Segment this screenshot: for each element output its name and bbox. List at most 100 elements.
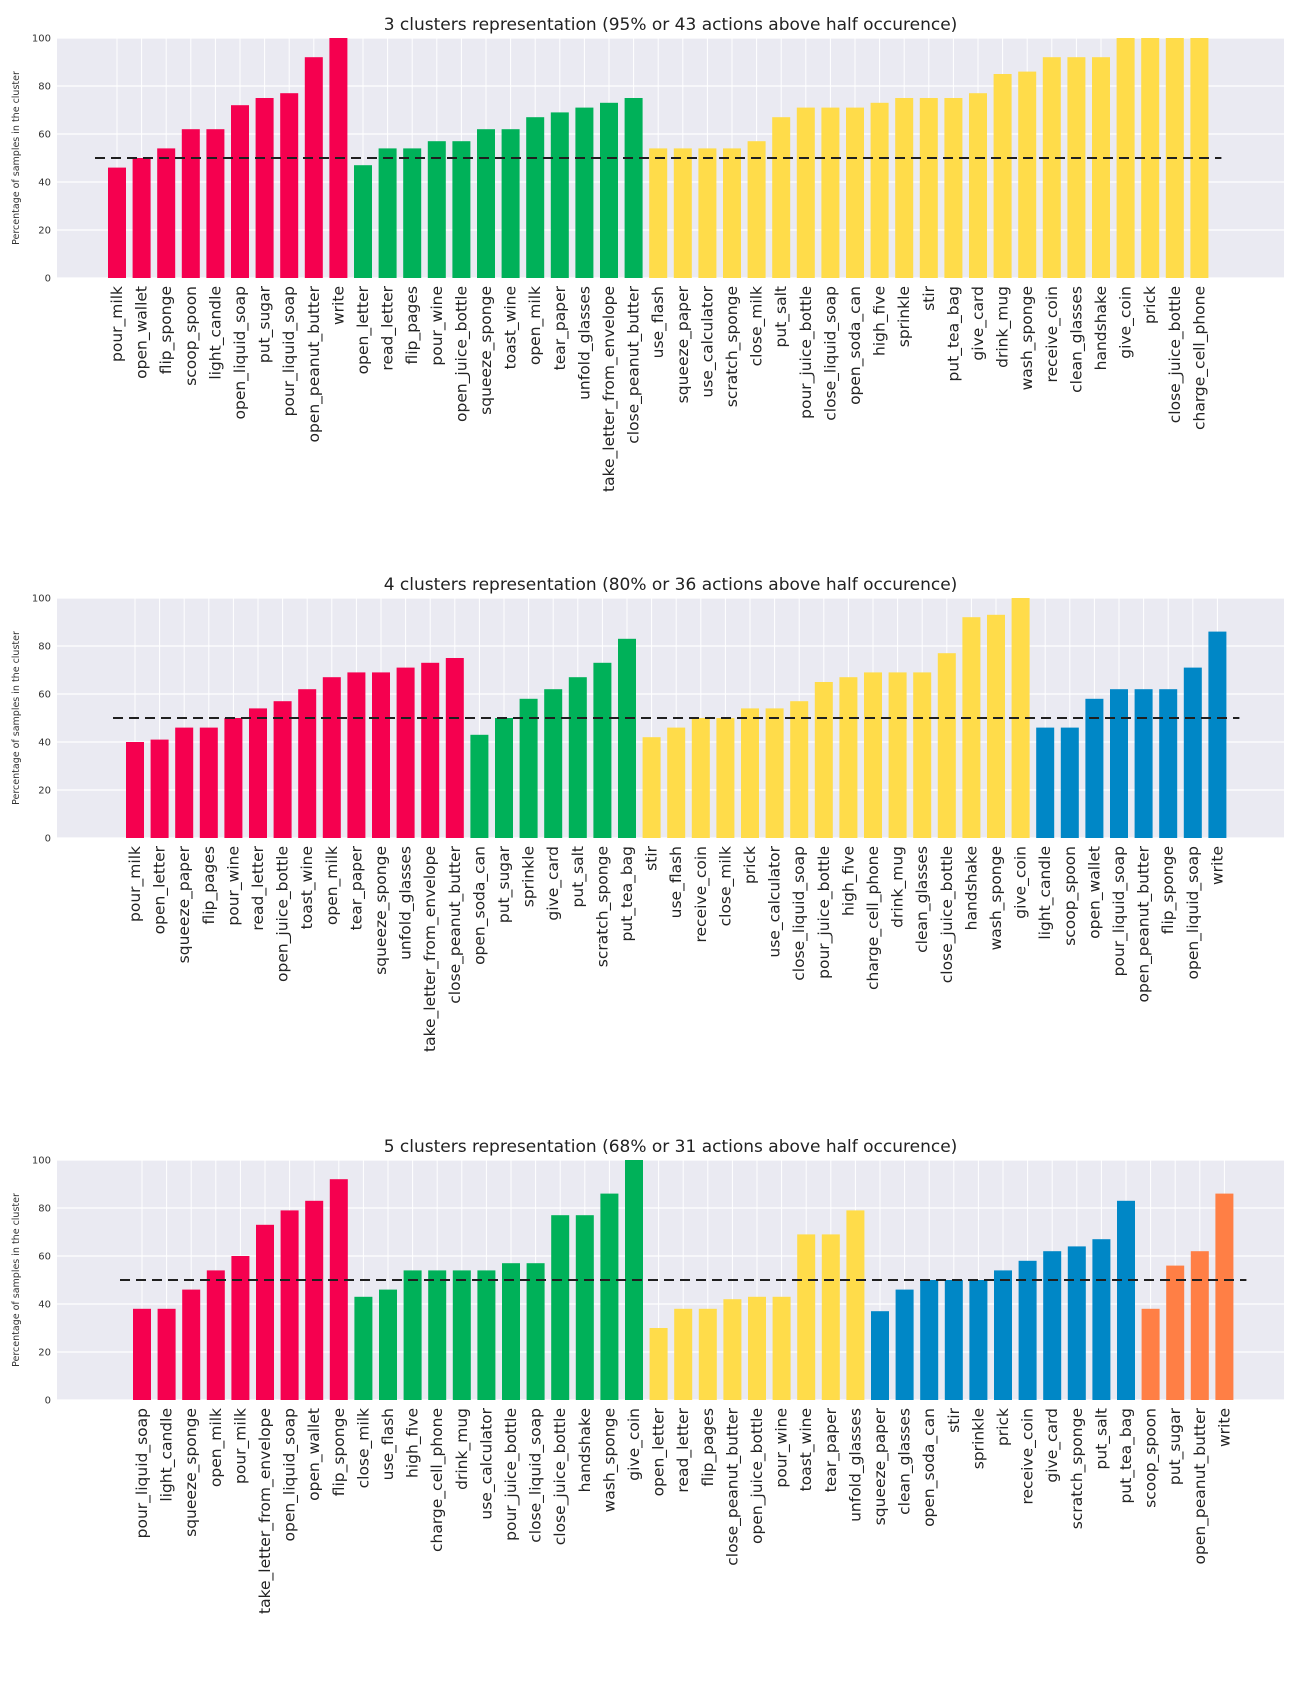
bar-prick (741, 708, 759, 838)
bar-drink_mug (993, 74, 1012, 278)
bar-sprinkle (519, 698, 538, 838)
x-tick-label: use_flash (667, 846, 686, 918)
bar-close_liquid_soap (821, 107, 840, 278)
bar-flip_sponge (1159, 689, 1178, 838)
x-tick-label: flip_pages (200, 846, 219, 924)
x-tick-label: write (329, 286, 347, 325)
x-tick-label: drink_mug (994, 286, 1013, 368)
chart-3: 0 20 40 60 80 100 5 clusters representation (6… (11, 1137, 1284, 1614)
bar-pour_milk (231, 1256, 250, 1400)
bar-squeeze_paper (175, 727, 194, 838)
bar-stir (944, 1280, 963, 1400)
bar-read_letter (378, 148, 397, 278)
x-tick-label: close_juice_bottle (938, 846, 957, 983)
y-tick-label: 0 (45, 1396, 51, 1407)
bar-open_liquid_soap (1183, 667, 1202, 838)
x-tick-label: pour_milk (126, 846, 145, 922)
x-tick-label: receive_coin (692, 846, 711, 943)
x-tick-label: use_flash (649, 286, 668, 358)
bar-tear_paper (550, 112, 569, 279)
x-tick-label: toast_wine (797, 1408, 816, 1491)
bar-light_candle (157, 1308, 176, 1400)
x-tick-label: use_calculator (477, 1407, 496, 1519)
x-tick-label: drink_mug (889, 846, 908, 928)
bar-use_flash (379, 1289, 397, 1400)
x-tick-label: stir (920, 285, 938, 310)
bar-read_letter (674, 1308, 693, 1400)
x-tick-label: flip_sponge (330, 1408, 349, 1496)
bar-take_letter_from_envelope (600, 102, 618, 278)
x-tick-label: open_soda_can (920, 1408, 939, 1527)
x-tick-label: pour_milk (231, 1408, 250, 1484)
bar-close_peanut_butter (723, 1299, 742, 1400)
y-axis-label: Percentage of samples in the cluster (11, 631, 22, 805)
bar-scoop_spoon (1060, 727, 1079, 838)
x-tick-label: tear_paper (551, 285, 570, 370)
bar-prick (994, 1270, 1012, 1400)
chart-2: 0 20 40 60 80 100 4 clusters representation (8… (11, 575, 1284, 1052)
bar-open_milk (322, 677, 341, 838)
bar-open_wallet (1085, 698, 1104, 838)
bar-open_milk (526, 117, 545, 278)
bar-receive_coin (1018, 1260, 1037, 1400)
bar-open_juice_bottle (452, 141, 471, 278)
x-tick-label: prick (1141, 286, 1159, 324)
bar-pour_wine (772, 1296, 791, 1400)
bar-pour_wine (427, 141, 446, 278)
x-tick-label: give_coin (1012, 846, 1031, 919)
x-tick-label: use_calculator (766, 845, 785, 957)
x-tick-label: light_candle (206, 286, 225, 380)
y-tick-label: 20 (38, 1348, 51, 1359)
bar-open_milk (206, 1270, 225, 1400)
bar-high_five (870, 102, 889, 278)
chart-title: 5 clusters representation (68% or 31 act… (384, 1137, 958, 1157)
x-tick-label: scratch_sponge (723, 286, 742, 407)
bar-give_coin (1011, 598, 1030, 838)
bar-light_candle (206, 129, 225, 278)
x-tick-label: flip_pages (699, 1408, 718, 1486)
x-tick-label: take_letter_from_envelope (421, 846, 440, 1052)
bar-open_liquid_soap (231, 105, 249, 278)
x-tick-label: open_soda_can (470, 846, 489, 965)
x-tick-label: pour_liquid_soap (1110, 846, 1129, 976)
bar-put_sugar (255, 98, 274, 278)
x-tick-label: open_milk (207, 1408, 226, 1487)
x-tick-label: take_letter_from_envelope (256, 1408, 275, 1614)
bar-prick (1141, 38, 1160, 278)
x-tick-label: squeeze_sponge (372, 846, 391, 975)
bar-squeeze_sponge (182, 1289, 201, 1400)
x-tick-label: clean_glasses (1067, 286, 1086, 393)
bar-put_sugar (495, 718, 513, 838)
x-tick-label: open_juice_bottle (452, 286, 471, 422)
x-tick-label: high_five (404, 1408, 423, 1478)
x-tick-label: scoop_spoon (1061, 846, 1080, 946)
x-tick-label: open_soda_can (846, 286, 865, 405)
x-tick-label: read_letter (249, 845, 268, 930)
x-tick-label: pour_juice_bottle (815, 846, 834, 979)
x-tick-label: put_sugar (256, 285, 275, 363)
bar-drink_mug (888, 672, 907, 838)
x-tick-label: close_peanut_butter (625, 285, 644, 443)
x-tick-label: wash_sponge (987, 846, 1006, 950)
x-tick-label: open_liquid_soap (231, 286, 250, 420)
y-tick-label: 20 (38, 786, 51, 797)
x-tick-label: write (1208, 846, 1226, 885)
bar-drink_mug (452, 1270, 471, 1400)
x-tick-label: give_coin (625, 1408, 644, 1481)
x-tick-label: prick (741, 846, 759, 884)
bar-squeeze_sponge (477, 129, 495, 278)
x-tick-label: put_salt (1092, 1408, 1111, 1469)
bar-unfold_glasses (575, 107, 594, 278)
x-tick-label: unfold_glasses (575, 286, 594, 400)
bar-squeeze_sponge (372, 672, 390, 838)
bar-close_peanut_butter (624, 98, 643, 278)
bar-light_candle (1036, 727, 1055, 838)
y-tick-label: 60 (38, 1252, 51, 1263)
y-axis-label: Percentage of samples in the cluster (11, 1193, 22, 1367)
bar-high_five (403, 1270, 422, 1400)
x-tick-label: light_candle (158, 1408, 177, 1502)
x-tick-label: handshake (576, 1408, 594, 1492)
x-tick-label: open_peanut_butter (1191, 1407, 1210, 1564)
bar-pour_juice_bottle (796, 107, 815, 278)
x-tick-label: put_sugar (1166, 1407, 1185, 1485)
